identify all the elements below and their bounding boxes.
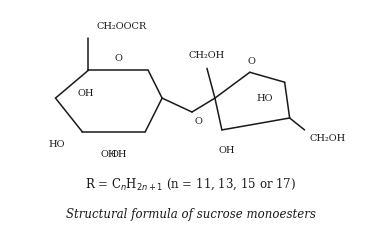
Text: O: O [114,54,122,63]
Text: R = C$_n$H$_{2n+1}$ (n = 11, 13, 15 or 17): R = C$_n$H$_{2n+1}$ (n = 11, 13, 15 or 1… [86,177,296,192]
Text: CH₂OOCR: CH₂OOCR [96,21,147,30]
Text: OH: OH [110,150,126,159]
Text: CH₂OH: CH₂OH [189,51,225,60]
Text: OH: OH [78,89,94,98]
Text: Structural formula of sucrose monoesters: Structural formula of sucrose monoesters [66,208,316,221]
Text: CH₂OH: CH₂OH [309,134,346,143]
Text: HO: HO [256,94,273,103]
Text: O: O [195,117,203,126]
Text: OH: OH [219,146,235,155]
Text: HO: HO [48,140,65,149]
Text: O: O [248,57,256,66]
Text: OH: OH [100,150,117,159]
